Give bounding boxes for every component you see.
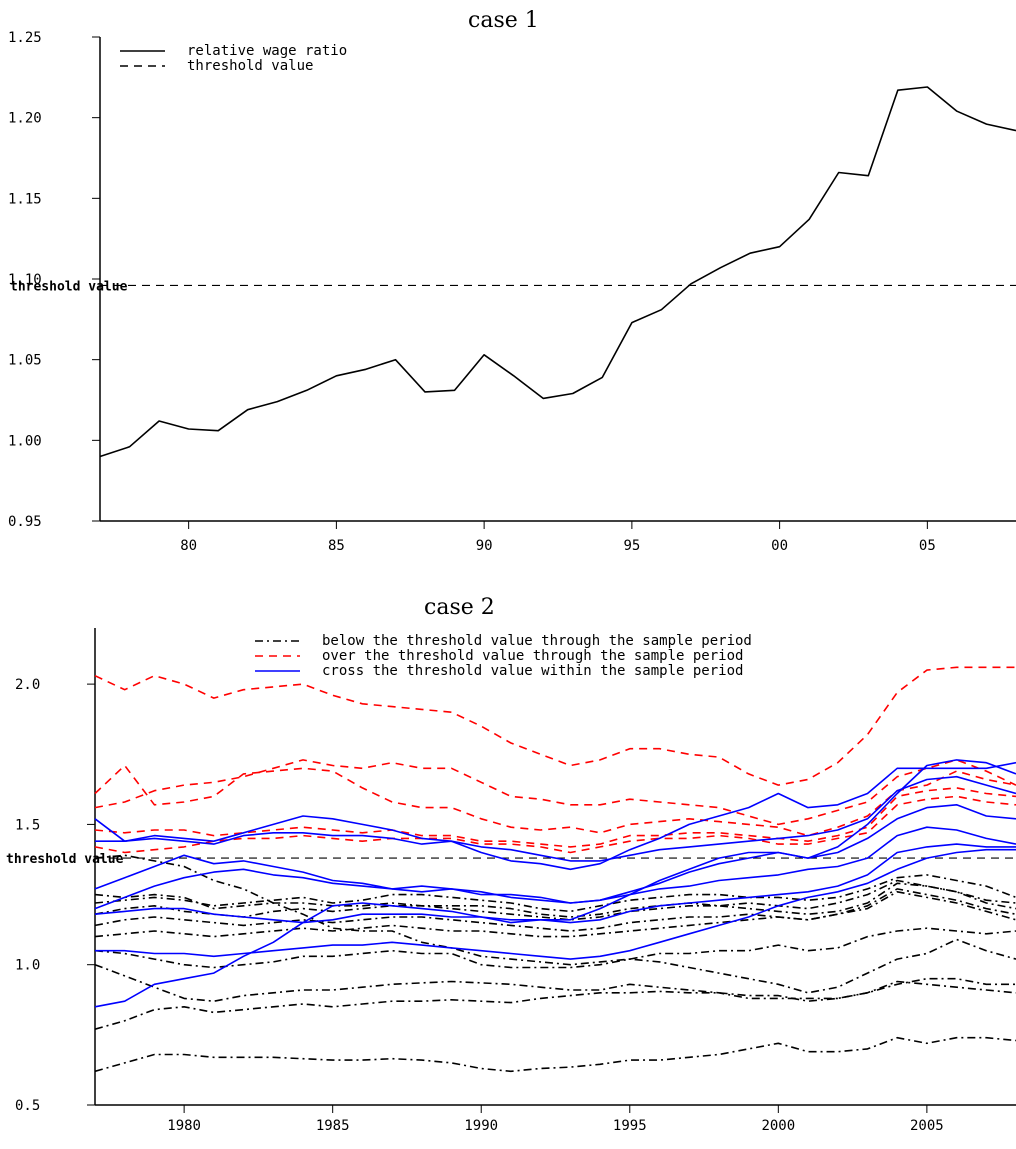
series-line-group-1 xyxy=(94,1036,1016,1073)
x-tick-label: 1985 xyxy=(316,1118,350,1134)
series-line-group-1 xyxy=(94,927,1016,969)
series-line xyxy=(99,86,1016,458)
x-tick-label: 1990 xyxy=(464,1118,498,1134)
chart-title: case 1 xyxy=(468,8,539,33)
legend-label: over the threshold value through the sam… xyxy=(322,648,743,664)
series-line-group-1 xyxy=(94,963,1016,1002)
x-tick-label: 2000 xyxy=(761,1118,795,1134)
series-line-group-2 xyxy=(94,764,1016,837)
y-tick-label: 1.20 xyxy=(8,111,42,127)
y-tick-label: 0.5 xyxy=(15,1098,40,1114)
series-line-group-2 xyxy=(94,759,1016,826)
series-line-group-1 xyxy=(94,854,1016,994)
series-line-group-1 xyxy=(94,874,1016,913)
y-tick-label: 1.0 xyxy=(15,958,40,974)
y-tick-label: 2.0 xyxy=(15,677,40,693)
y-tick-label: 1.5 xyxy=(15,817,40,833)
legend-label: relative wage ratio xyxy=(187,43,347,59)
series-line-group-2 xyxy=(94,795,1016,854)
x-tick-label: 95 xyxy=(623,538,640,554)
x-tick-label: 2005 xyxy=(910,1118,944,1134)
y-tick-label: 1.00 xyxy=(8,433,42,449)
y-tick-label: 1.10 xyxy=(8,272,42,288)
legend-label: cross the threshold value within the sam… xyxy=(322,663,743,679)
y-tick-label: 1.25 xyxy=(8,30,42,46)
series-line-group-3 xyxy=(94,843,1016,924)
series-line-group-3 xyxy=(95,848,1016,960)
chart-2: case 2 2.0 1.5 1.0 0.5 1980 1985 1990 1995 2000 20… xyxy=(6,595,1016,1134)
series-line-group-3 xyxy=(94,804,1016,904)
x-tick-label: 05 xyxy=(919,538,936,554)
y-tick-label: 0.95 xyxy=(8,514,42,530)
series-line-group-3 xyxy=(94,761,1016,871)
series-line-group-1 xyxy=(94,882,1016,918)
threshold-label: threshold value xyxy=(10,279,128,294)
threshold-label: threshold value xyxy=(6,852,124,867)
x-tick-label: 1980 xyxy=(167,1118,201,1134)
x-tick-label: 1995 xyxy=(613,1118,647,1134)
legend-label: below the threshold value through the sa… xyxy=(322,633,752,649)
series-line-group-1 xyxy=(94,891,1016,938)
chart-1: case 1 1.25 1.20 1.15 1.10 1.05 1.00 0.95 80 85 90… xyxy=(8,8,1016,554)
series-line-group-3 xyxy=(95,775,1016,862)
series-line-group-3 xyxy=(94,826,1016,910)
legend-label: threshold value xyxy=(187,58,313,74)
y-tick-label: 1.15 xyxy=(8,191,42,207)
x-tick-label: 00 xyxy=(771,538,788,554)
series-line-group-1 xyxy=(94,888,1016,932)
y-tick-label: 1.05 xyxy=(8,353,42,369)
series-line-group-1 xyxy=(94,879,1016,921)
x-tick-label: 90 xyxy=(476,538,493,554)
chart-title: case 2 xyxy=(424,595,495,620)
series-line-group-3 xyxy=(94,759,1016,1008)
x-tick-label: 80 xyxy=(180,538,197,554)
series-line-group-2 xyxy=(94,666,1016,786)
x-tick-label: 85 xyxy=(328,538,345,554)
